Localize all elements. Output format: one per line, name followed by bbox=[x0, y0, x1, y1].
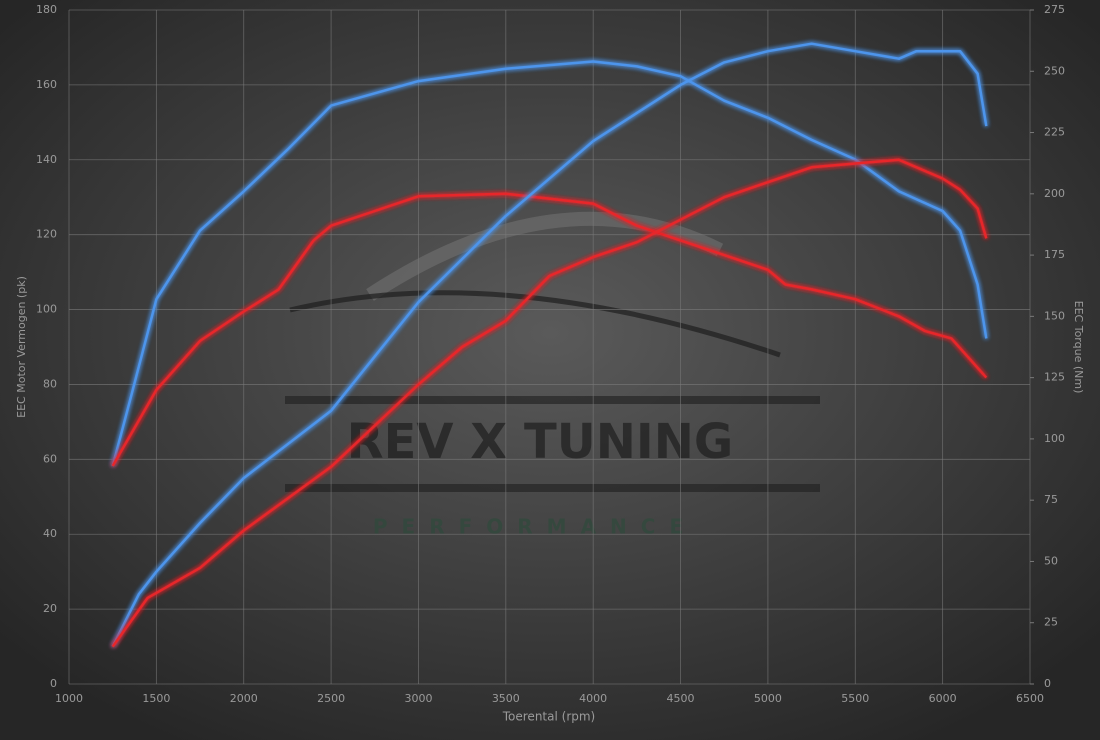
x-tick-label: 4000 bbox=[579, 692, 607, 705]
x-tick-label: 1500 bbox=[142, 692, 170, 705]
y-tick-label: 180 bbox=[36, 3, 57, 16]
x-tick-label: 5500 bbox=[841, 692, 869, 705]
y2-tick-label: 100 bbox=[1044, 432, 1065, 445]
y-tick-label: 160 bbox=[36, 78, 57, 91]
y2-tick-label: 75 bbox=[1044, 493, 1058, 506]
x-tick-label: 3000 bbox=[404, 692, 432, 705]
line bbox=[111, 192, 988, 467]
y2-tick-label: 200 bbox=[1044, 187, 1065, 200]
y2-tick-label: 175 bbox=[1044, 248, 1065, 261]
x-tick-label: 6000 bbox=[929, 692, 957, 705]
x-tick-label: 2500 bbox=[317, 692, 345, 705]
y2-tick-label: 275 bbox=[1044, 3, 1065, 16]
line bbox=[111, 42, 988, 648]
y2-tick-label: 25 bbox=[1044, 616, 1058, 629]
x-tick-label: 2000 bbox=[230, 692, 258, 705]
x-axis-label: Toerental (rpm) bbox=[502, 710, 595, 724]
logo-arc bbox=[366, 211, 724, 301]
y-tick-label: 0 bbox=[50, 677, 57, 690]
y2-tick-label: 225 bbox=[1044, 126, 1065, 139]
x-tick-label: 1000 bbox=[55, 692, 83, 705]
watermark: REV X TUNING bbox=[347, 414, 734, 470]
y2-tick-label: 50 bbox=[1044, 554, 1058, 567]
y-axis-label: EEC Motor Vermogen (pk) bbox=[15, 276, 28, 418]
y2-axis-label: EEC Torque (Nm) bbox=[1072, 301, 1085, 394]
watermark: PERFORMANCE bbox=[373, 515, 697, 539]
x-tick-label: 4500 bbox=[667, 692, 695, 705]
y2-tick-label: 125 bbox=[1044, 371, 1065, 384]
y-tick-label: 80 bbox=[43, 377, 57, 390]
y2-tick-label: 0 bbox=[1044, 677, 1051, 690]
y-tick-label: 140 bbox=[36, 153, 57, 166]
line bbox=[111, 60, 988, 467]
y-tick-label: 20 bbox=[43, 602, 57, 615]
y-tick-label: 40 bbox=[43, 527, 57, 540]
y-tick-label: 60 bbox=[43, 452, 57, 465]
y-tick-label: 100 bbox=[36, 303, 57, 316]
logo-car bbox=[289, 290, 781, 358]
x-tick-label: 3500 bbox=[492, 692, 520, 705]
logo-bar bbox=[285, 484, 820, 492]
line bbox=[111, 158, 988, 648]
y-tick-label: 120 bbox=[36, 228, 57, 241]
x-tick-label: 5000 bbox=[754, 692, 782, 705]
y2-tick-label: 250 bbox=[1044, 64, 1065, 77]
x-tick-label: 6500 bbox=[1016, 692, 1044, 705]
logo-bar bbox=[285, 396, 820, 404]
y2-tick-label: 150 bbox=[1044, 309, 1065, 322]
